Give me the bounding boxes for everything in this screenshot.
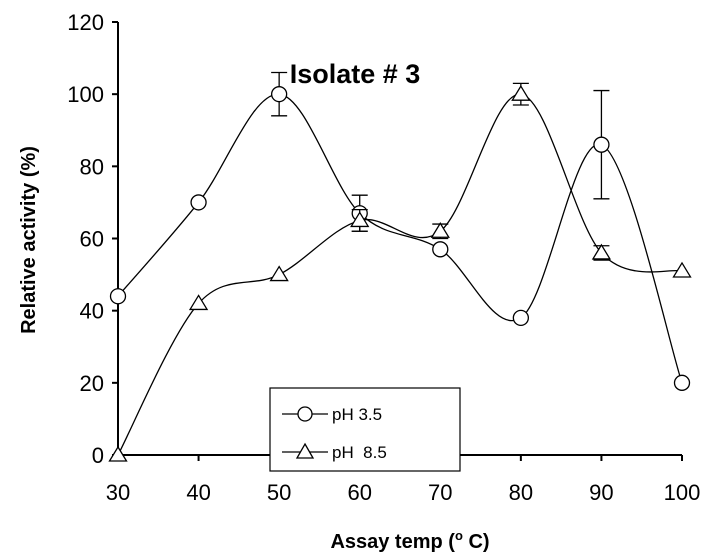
data-point-circle	[190, 194, 207, 211]
legend-marker-circle	[297, 406, 313, 422]
x-tick-label: 90	[589, 480, 613, 505]
data-point-circle	[270, 86, 288, 103]
data-point-triangle	[108, 445, 128, 462]
data-point-triangle	[350, 211, 370, 228]
series-line	[117, 93, 683, 384]
x-axis-title-tail: C)	[463, 531, 490, 553]
x-ticks: 30 40 50 60 70 80 90 100	[106, 455, 701, 505]
data-point-triangle	[511, 84, 531, 101]
series-layer	[108, 71, 692, 462]
x-tick-label: 60	[347, 480, 371, 505]
y-axis-title: Relative activity (%)	[18, 146, 40, 334]
y-ticks: 0 20 40 60 80 100 120	[67, 10, 118, 468]
y-tick-label: 100	[67, 82, 104, 107]
x-tick-label: 50	[267, 480, 291, 505]
x-tick-label: 40	[186, 480, 210, 505]
data-point-triangle	[269, 265, 289, 282]
legend-label-ph-3-5: pH 3.5	[332, 405, 382, 424]
y-tick-label: 60	[80, 227, 104, 252]
data-point-triangle	[188, 294, 209, 311]
y-tick-label: 20	[80, 371, 104, 396]
x-tick-label: 100	[664, 480, 701, 505]
legend-label-ph-8-5: pH 8.5	[332, 443, 387, 462]
data-point-circle	[512, 309, 530, 327]
x-axis-title: Assay temp (o C)	[330, 528, 489, 553]
x-axis-title-superscript: o	[455, 528, 463, 543]
y-tick-label: 80	[80, 154, 104, 179]
legend-item-ph-8-5: pH 8.5	[282, 442, 387, 462]
legend: pH 3.5 pH 8.5	[269, 387, 461, 472]
data-point-triangle	[430, 222, 450, 238]
series-triangle	[108, 82, 692, 462]
x-tick-label: 80	[509, 480, 533, 505]
chart-title: Isolate # 3	[290, 59, 421, 89]
legend-marker-triangle	[295, 442, 315, 459]
y-tick-label: 0	[92, 443, 104, 468]
x-axis-title-main: Assay temp (	[330, 531, 455, 553]
data-point-triangle	[591, 243, 612, 260]
data-point-circle	[432, 241, 449, 258]
y-tick-label: 40	[80, 299, 104, 324]
data-point-triangle	[672, 261, 692, 278]
y-tick-label: 120	[67, 10, 104, 35]
data-point-circle	[673, 374, 691, 391]
x-tick-label: 70	[428, 480, 452, 505]
data-point-circle	[593, 136, 610, 153]
x-tick-label: 30	[106, 480, 130, 505]
data-point-circle	[109, 288, 127, 305]
legend-item-ph-3-5: pH 3.5	[282, 405, 382, 424]
